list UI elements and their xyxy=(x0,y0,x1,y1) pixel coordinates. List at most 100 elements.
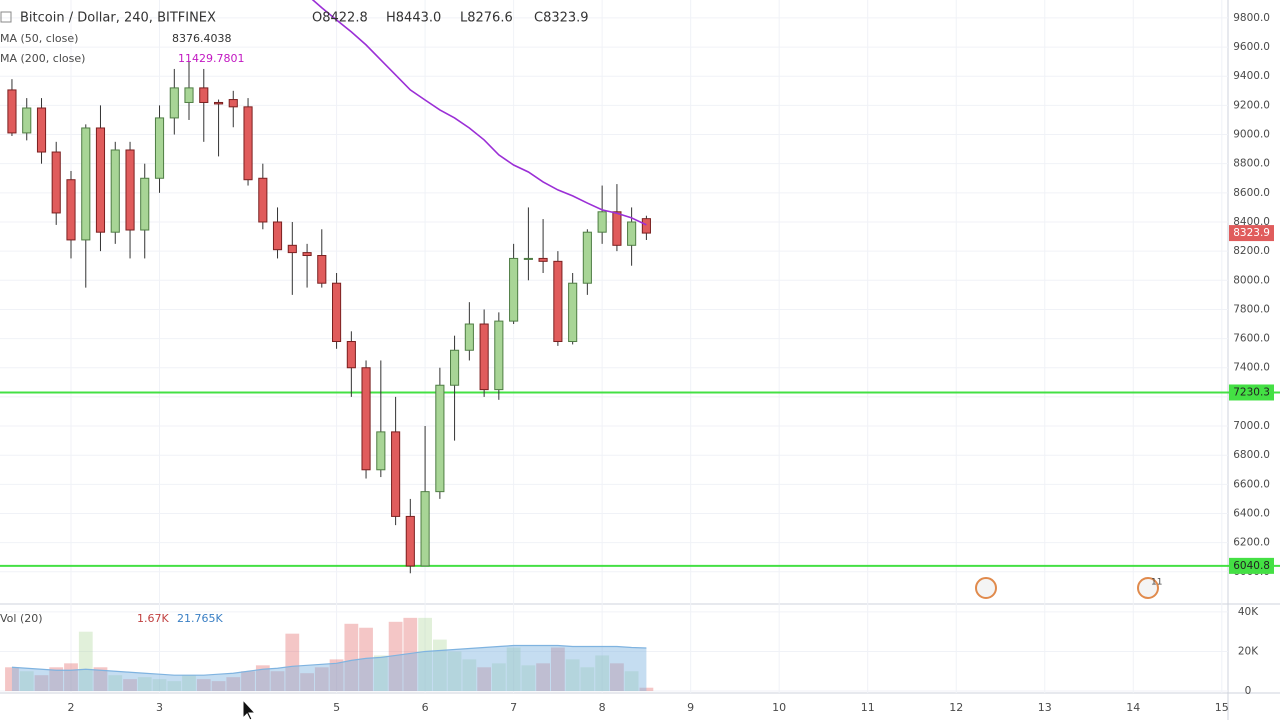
y-tick-label: 8200.0 xyxy=(1233,245,1270,257)
volume-bar xyxy=(344,623,359,692)
candle-body xyxy=(199,87,209,103)
volume-last: 1.67K xyxy=(137,612,169,625)
y-tick-label: 6800.0 xyxy=(1233,449,1270,461)
candle-body xyxy=(405,515,415,567)
candle-body xyxy=(376,431,386,471)
x-tick-label: 14 xyxy=(1126,701,1140,714)
volume-bar xyxy=(137,677,152,692)
volume-bar xyxy=(506,647,521,692)
y-tick-label: 40K xyxy=(1238,606,1259,618)
price-label: 7230.3 xyxy=(1233,386,1270,398)
y-tick-label: 20K xyxy=(1238,645,1259,657)
volume-bar xyxy=(182,675,196,692)
volume-bar xyxy=(447,651,462,692)
x-tick-label: 2 xyxy=(67,701,74,714)
y-tick-label: 8600.0 xyxy=(1233,187,1270,199)
candle-body xyxy=(479,323,489,391)
candle-body xyxy=(435,384,445,493)
candle-body xyxy=(7,89,17,134)
grid xyxy=(0,0,1228,693)
candle-body xyxy=(154,117,165,179)
x-tick-label: 12 xyxy=(949,701,963,714)
candle-body xyxy=(22,107,32,134)
candle-body xyxy=(523,257,533,260)
candle-body xyxy=(169,87,179,119)
collapse-icon[interactable] xyxy=(0,11,12,23)
volume-bar xyxy=(477,667,492,692)
volume-bar xyxy=(403,617,418,692)
x-tick-label: 3 xyxy=(156,701,163,714)
ohlc-open: O8422.8 xyxy=(312,11,368,26)
x-tick-label: 13 xyxy=(1038,701,1052,714)
volume-bar xyxy=(624,671,639,692)
event-badge: 11 xyxy=(1151,578,1162,588)
volume-bar xyxy=(123,679,137,692)
y-tick-label: 8800.0 xyxy=(1233,158,1270,170)
volume-bar xyxy=(359,627,373,692)
volume-bar xyxy=(5,667,19,692)
indicator-name: MA (50, close) xyxy=(0,32,78,45)
y-tick-label: 6400.0 xyxy=(1233,508,1270,520)
candle-body xyxy=(582,231,592,284)
y-tick-label: 0 xyxy=(1245,685,1252,697)
volume-bar xyxy=(491,663,506,692)
marks xyxy=(0,0,1280,692)
candle-body xyxy=(66,179,76,241)
event-icon[interactable] xyxy=(1137,577,1159,599)
price-label-bg xyxy=(1229,557,1274,574)
candle-body xyxy=(332,282,342,343)
x-tick-label: 15 xyxy=(1215,701,1229,714)
x-tick-label: 8 xyxy=(599,701,606,714)
y-tick-label: 7600.0 xyxy=(1233,333,1270,345)
candle-body xyxy=(184,87,194,103)
volume-bar xyxy=(536,663,550,692)
candle-body xyxy=(213,101,224,105)
y-tick-label: 9000.0 xyxy=(1233,129,1270,141)
ohlc-low: L8276.6 xyxy=(460,11,513,26)
y-tick-label: 6600.0 xyxy=(1233,478,1270,490)
candle-body xyxy=(420,491,430,567)
volume-bar xyxy=(300,673,314,692)
volume-bar xyxy=(388,621,403,692)
volume-bar xyxy=(373,655,388,692)
volume-bar xyxy=(93,667,108,692)
candle-body xyxy=(243,106,253,181)
volume-bar xyxy=(550,647,565,692)
volume-bar xyxy=(196,679,211,692)
volume-bar xyxy=(241,671,255,692)
volume-bar xyxy=(285,633,300,692)
x-tick-label: 10 xyxy=(772,701,786,714)
volume-bar xyxy=(329,659,344,692)
candle-body xyxy=(568,282,578,343)
volume-bar xyxy=(255,665,270,692)
ohlc-close: C8323.9 xyxy=(534,11,589,26)
candle-body xyxy=(627,221,637,246)
indicator-value: 11429.7801 xyxy=(178,52,244,65)
candle-body xyxy=(51,151,61,214)
y-tick-label: 7000.0 xyxy=(1233,420,1270,432)
candle-body xyxy=(641,218,651,234)
volume-bar xyxy=(49,667,64,692)
price-label-bg xyxy=(1229,384,1274,401)
candle-body xyxy=(228,99,238,108)
candle-body xyxy=(140,177,150,231)
indicator-name: MA (200, close) xyxy=(0,52,85,65)
y-tick-label: 7800.0 xyxy=(1233,303,1270,315)
volume-bar xyxy=(78,631,93,692)
y-tick-label: 6200.0 xyxy=(1233,537,1270,549)
candle-body xyxy=(597,211,607,233)
ohlc-high: H8443.0 xyxy=(386,11,441,26)
candle-body xyxy=(538,257,548,262)
event-icon[interactable] xyxy=(975,577,997,599)
symbol-title: Bitcoin / Dollar, 240, BITFINEX xyxy=(20,11,216,26)
candle-body xyxy=(302,252,312,257)
candle-body xyxy=(450,349,460,386)
candle-body xyxy=(36,107,47,153)
candle-body xyxy=(553,260,563,343)
y-tick-label: 7400.0 xyxy=(1233,362,1270,374)
volume-bar xyxy=(19,671,34,692)
candle-body xyxy=(287,244,297,254)
volume-bar xyxy=(610,663,624,692)
candle-body xyxy=(346,341,356,369)
